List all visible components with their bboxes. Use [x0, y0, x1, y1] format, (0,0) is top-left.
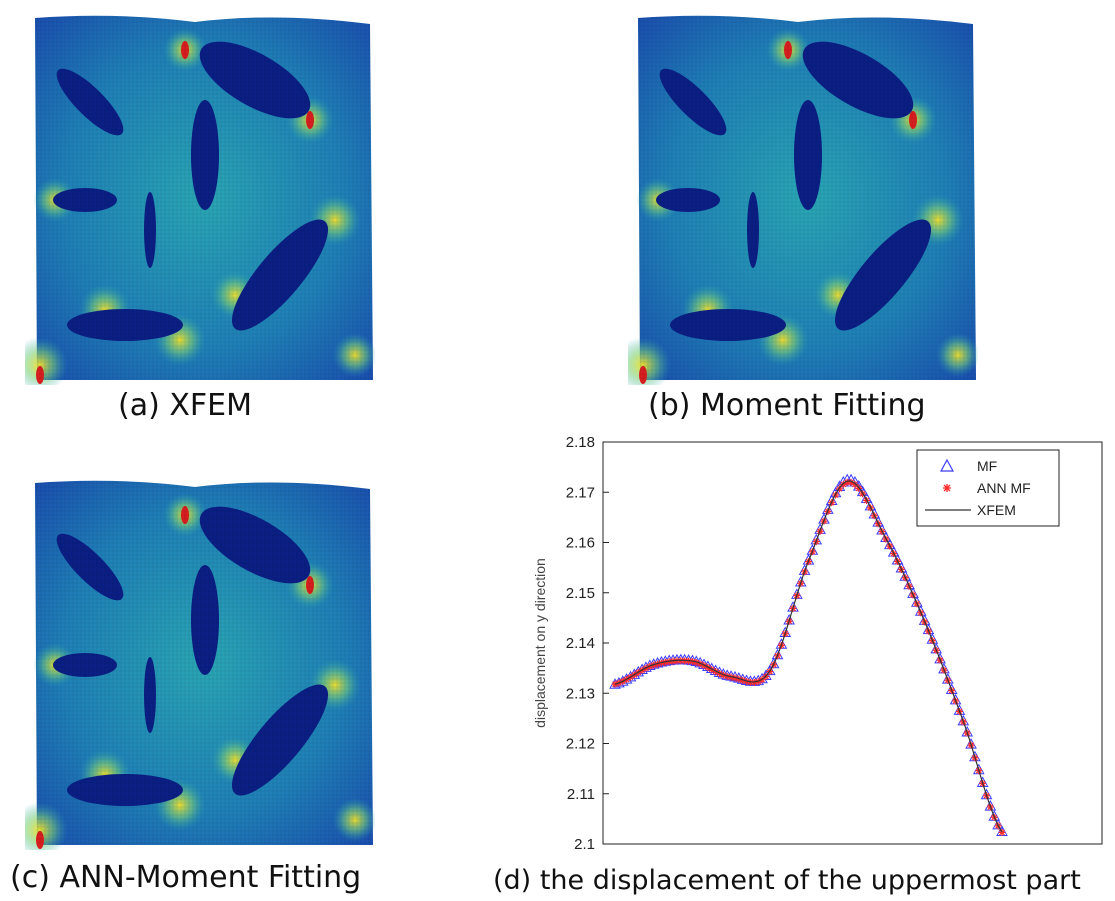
panel-d-displacement-chart: 2.1 2.11 2.12 2.13 2.14 2.15 2.16 2.17 2.18 displ…	[525, 432, 1110, 857]
stress-field-plot-c	[25, 480, 375, 850]
legend-label: XFEM	[977, 502, 1016, 518]
caption-c: (c) ANN-Moment Fitting	[10, 860, 362, 895]
y-tick-label: 2.15	[566, 585, 595, 602]
caption-d-text: the displacement of the uppermost part	[539, 865, 1081, 896]
caption-d-prefix: (d)	[493, 865, 532, 896]
legend-symbol	[943, 484, 951, 492]
displacement-chart: 2.1 2.11 2.12 2.13 2.14 2.15 2.16 2.17 2.18 displ…	[532, 434, 1103, 853]
panel-b-moment-fitting	[628, 10, 978, 385]
xfem-line	[614, 480, 1003, 833]
y-tick-label: 2.11	[567, 786, 595, 803]
ann-mf-marker	[611, 680, 619, 688]
ann-mf-marker	[998, 828, 1006, 836]
legend-label: MF	[977, 458, 997, 474]
caption-d: (d) the displacement of the uppermost pa…	[493, 865, 1081, 896]
legend: MF ANN MF XFEM	[916, 449, 1060, 527]
stress-field-plot-b	[628, 15, 978, 385]
ann-mf-marker	[843, 478, 851, 486]
y-tick-label: 2.13	[566, 685, 595, 702]
ann-mf-marker	[839, 480, 847, 488]
panel-c-ann-moment-fitting	[25, 475, 375, 850]
caption-b: (b) Moment Fitting	[648, 388, 926, 423]
legend-symbol	[939, 458, 955, 472]
panel-a-xfem	[25, 10, 375, 385]
y-axis-label: displacement on y direction	[532, 558, 548, 728]
y-tick-label: 2.18	[566, 434, 595, 451]
ann-mf-marker	[851, 480, 859, 488]
y-tick-label: 2.12	[566, 736, 595, 753]
stress-field-body	[25, 15, 375, 385]
y-tick-label: 2.1	[574, 836, 595, 853]
ann-mf-marker	[847, 478, 855, 486]
stress-field-body	[25, 480, 375, 850]
mesh-overlay	[35, 15, 373, 380]
stress-field-body	[628, 15, 978, 385]
caption-a: (a) XFEM	[118, 388, 252, 423]
y-tick-label: 2.17	[566, 484, 595, 501]
legend-label: ANN MF	[977, 480, 1031, 496]
stress-field-plot-a	[25, 15, 375, 385]
mesh-overlay	[35, 480, 373, 845]
mesh-overlay	[638, 15, 976, 380]
y-tick-label: 2.14	[566, 635, 595, 652]
y-tick-label: 2.16	[566, 535, 595, 552]
